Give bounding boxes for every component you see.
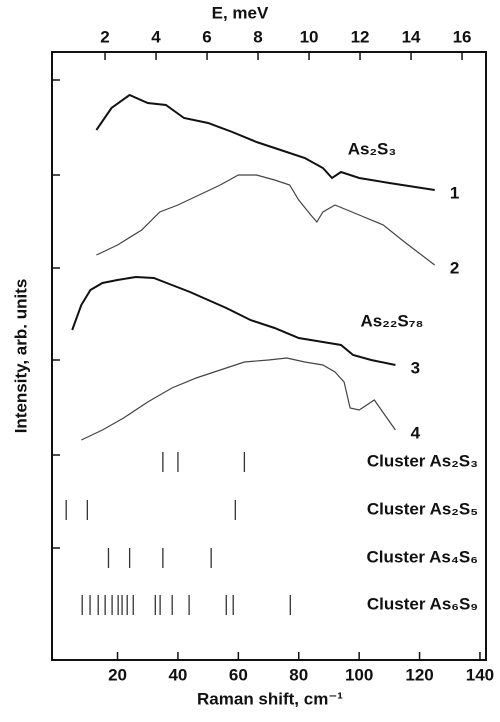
cluster-label: Cluster As₂S₅ bbox=[367, 499, 478, 518]
annotation: As₂₂S₇₈ bbox=[361, 311, 424, 330]
cluster-label: Cluster As₂S₃ bbox=[367, 451, 478, 470]
series-line bbox=[95, 93, 435, 191]
x2-tick-label: 16 bbox=[453, 27, 472, 46]
x-tick-label: 140 bbox=[466, 665, 494, 684]
x2-tick-label: 4 bbox=[151, 27, 161, 46]
series-line bbox=[71, 275, 396, 366]
x-tick-label: 60 bbox=[229, 665, 248, 684]
x-axis-title: Raman shift, cm⁻¹ bbox=[197, 689, 343, 708]
x2-tick-label: 10 bbox=[300, 27, 319, 46]
series-line bbox=[96, 174, 436, 266]
x-tick-label: 80 bbox=[289, 665, 308, 684]
plot-frame bbox=[51, 51, 487, 661]
x2-tick-label: 6 bbox=[202, 27, 211, 46]
x-tick-label: 20 bbox=[108, 665, 127, 684]
series-label: 1 bbox=[450, 183, 459, 202]
series-label: 3 bbox=[411, 358, 420, 377]
series-label: 2 bbox=[450, 258, 459, 277]
cluster-label: Cluster As₄S₆ bbox=[366, 547, 478, 566]
series-line bbox=[81, 357, 396, 441]
x2-tick-label: 12 bbox=[351, 27, 370, 46]
x-tick-label: 40 bbox=[168, 665, 187, 684]
x2-tick-label: 8 bbox=[253, 27, 262, 46]
x2-axis-title: E, meV bbox=[212, 3, 269, 22]
x-tick-label: 120 bbox=[405, 665, 433, 684]
cluster-label: Cluster As₆S₉ bbox=[367, 594, 478, 613]
y-axis-title: Intensity, arb. units bbox=[11, 279, 30, 434]
series-label: 4 bbox=[411, 423, 421, 442]
x2-tick-label: 14 bbox=[402, 27, 421, 46]
y-ticks bbox=[52, 79, 60, 549]
x2-tick-label: 2 bbox=[100, 27, 109, 46]
x-tick-label: 100 bbox=[345, 665, 373, 684]
annotation: As₂S₃ bbox=[348, 139, 397, 158]
